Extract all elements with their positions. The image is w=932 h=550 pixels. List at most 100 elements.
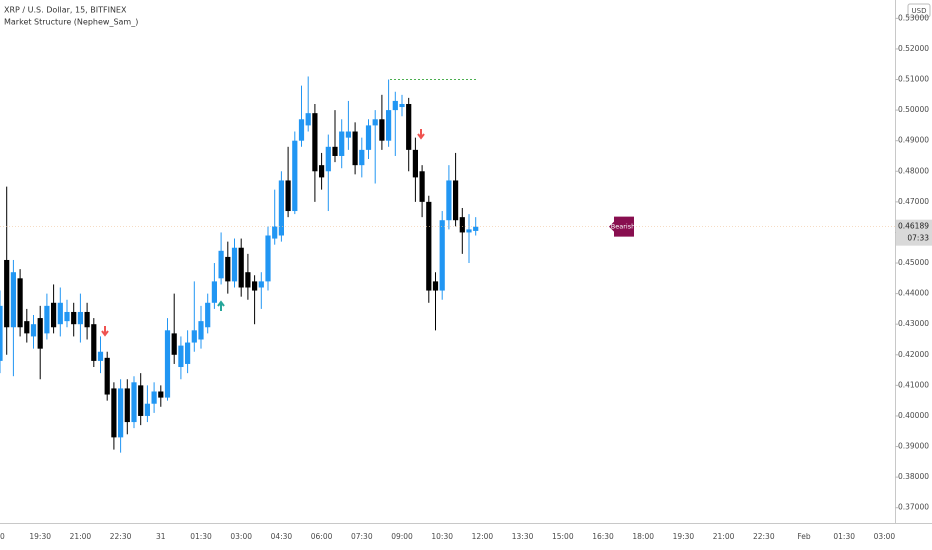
x-tick-label: 03:00 — [230, 532, 252, 541]
candle-body — [225, 256, 231, 282]
candle-body — [305, 113, 311, 126]
candle-body — [285, 180, 291, 212]
candle-body — [473, 226, 479, 231]
candle-body — [191, 330, 197, 343]
candle-body — [138, 385, 144, 416]
x-tick-label: 21:00 — [70, 532, 92, 541]
candle-body — [325, 146, 331, 172]
sell-arrow — [101, 326, 109, 337]
y-tick-label: 0.44000 — [898, 289, 929, 298]
candle-body — [278, 180, 284, 236]
candle-body — [124, 388, 130, 423]
x-tick-label: 15:00 — [552, 532, 574, 541]
y-tick-label: 0.47000 — [898, 197, 929, 206]
signal-label: Bearish — [611, 223, 635, 231]
x-tick-label: 06:00 — [311, 532, 333, 541]
y-tick-label: 0.37000 — [898, 503, 929, 512]
x-tick-label: 18:00 — [632, 532, 654, 541]
candle-body — [238, 247, 244, 288]
x-tick-label: 19:30 — [673, 532, 695, 541]
indicator-name: Market Structure (Nephew_Sam_) — [4, 18, 138, 27]
candle-body — [439, 220, 445, 291]
candle-body — [97, 351, 104, 361]
candle-body — [386, 110, 392, 141]
x-tick-label: 10:30 — [431, 532, 453, 541]
candle-body — [44, 305, 50, 334]
sell-arrow — [417, 129, 425, 140]
countdown: 07:33 — [907, 234, 929, 243]
candle-body — [71, 311, 77, 325]
x-tick-label: 07:30 — [351, 532, 373, 541]
candle-body — [218, 250, 224, 279]
x-tick-label: 19:30 — [29, 532, 51, 541]
candle-body — [10, 272, 16, 328]
candle-body — [158, 391, 164, 398]
candle-body — [164, 330, 171, 398]
candle-body — [111, 388, 117, 438]
x-tick-label: Feb — [797, 532, 811, 541]
x-tick-label: 31 — [156, 532, 166, 541]
candle-body — [64, 311, 70, 322]
candle-body — [57, 302, 63, 325]
candle-body — [339, 131, 345, 156]
x-tick-label: 12:00 — [472, 532, 494, 541]
candle-body — [17, 278, 23, 328]
y-tick-label: 0.40000 — [898, 411, 929, 420]
y-tick-label: 0.48000 — [898, 166, 929, 175]
y-tick-label: 0.38000 — [898, 472, 929, 481]
currency: USD — [912, 7, 927, 15]
candle-body — [466, 229, 472, 233]
candle-body — [319, 165, 325, 178]
x-tick-label: 01:30 — [190, 532, 212, 541]
candle-body — [245, 272, 251, 288]
candle-body — [446, 180, 452, 221]
candle-body — [84, 311, 90, 328]
x-tick-label: 16:30 — [592, 532, 614, 541]
candle-body — [205, 302, 211, 328]
y-tick-label: 0.49000 — [898, 136, 929, 145]
x-tick-label: 04:30 — [271, 532, 293, 541]
candle-body — [131, 382, 137, 423]
chart-title: XRP / U.S. Dollar, 15, BITFINEX — [4, 6, 127, 15]
candle-body — [298, 119, 305, 141]
y-tick-label: 0.50000 — [898, 105, 929, 114]
candle-body — [359, 149, 365, 166]
candle-body — [352, 131, 358, 166]
candle-body — [231, 247, 238, 282]
y-tick-label: 0.39000 — [898, 442, 929, 451]
buy-arrow — [217, 300, 225, 311]
candle-body — [198, 321, 204, 340]
x-tick-label: 22:30 — [753, 532, 775, 541]
candle-body — [151, 391, 157, 404]
x-tick-label: 13:30 — [512, 532, 534, 541]
candle-body — [406, 103, 412, 150]
candle-body — [412, 149, 418, 178]
candle-body — [453, 180, 459, 221]
candle-body — [272, 226, 278, 239]
candle-body — [171, 333, 177, 355]
signal-badge — [609, 216, 634, 237]
y-tick-label: 0.51000 — [898, 75, 929, 84]
candle-body — [292, 140, 298, 212]
y-tick-label: 0.42000 — [898, 350, 929, 359]
x-tick-label: 01:30 — [833, 532, 855, 541]
y-tick-label: 0.43000 — [898, 319, 929, 328]
candle-body — [211, 281, 217, 303]
candle-body — [77, 311, 83, 325]
currency-badge[interactable] — [907, 3, 931, 18]
candle-body — [426, 201, 432, 291]
candle-body — [51, 302, 57, 328]
y-tick-label: 0.53000 — [898, 13, 929, 22]
candle-body — [0, 305, 3, 361]
candle-body — [372, 119, 378, 126]
candle-body — [30, 324, 37, 337]
candle-body — [178, 345, 184, 368]
candle-body — [459, 217, 465, 233]
x-tick-label: 22:30 — [110, 532, 132, 541]
x-tick-label: 03:00 — [874, 532, 896, 541]
y-tick-label: 0.52000 — [898, 44, 929, 53]
candle-body — [37, 318, 43, 349]
candle-body — [185, 342, 191, 364]
